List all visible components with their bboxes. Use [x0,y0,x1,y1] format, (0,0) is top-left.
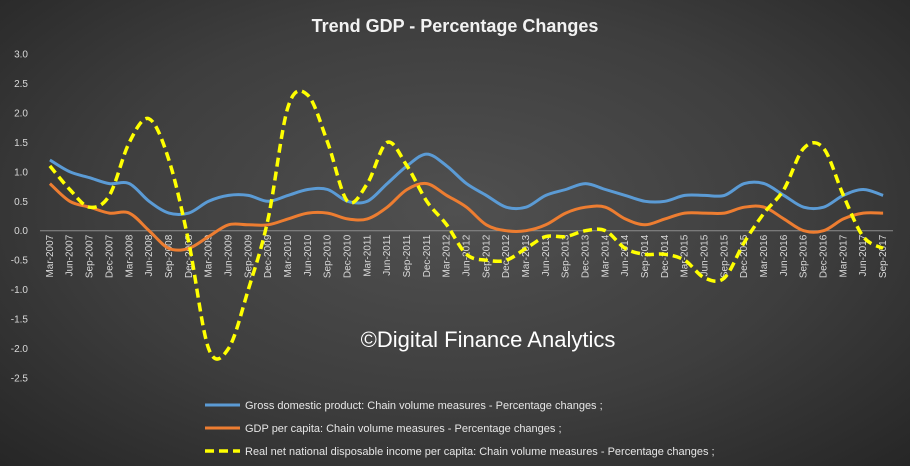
y-axis: 3.0 2.5 2.0 1.5 1.0 0.5 0.0 -0.5 -1.0 -1.5 -2.0 -2.… [11,50,29,385]
y-tick-label: 2.0 [14,108,28,119]
x-tick-label: Sep-2012 [481,234,492,278]
x-tick-label: Dec-2007 [104,234,115,278]
x-tick-label: Mar-2010 [283,234,294,277]
series-lines [48,89,885,361]
x-tick-label: Mar-2016 [759,234,770,277]
x-tick-label: Dec-2008 [184,234,195,278]
y-tick-label: 0.0 [14,226,28,237]
x-tick-label: Jun-2009 [223,234,234,276]
x-axis-labels: Mar-2007 Jun-2007 Sep-2007 Dec-2007 Mar-2008… [45,234,889,278]
legend-label-2: GDP per capita: Chain volume measures - … [245,423,562,435]
x-tick-label: Dec-2014 [660,234,671,278]
x-tick-label: Sep-2010 [323,234,334,278]
x-tick-label: Jun-2011 [382,234,393,275]
series-line-3 [48,89,885,361]
watermark: ©Digital Finance Analytics [361,327,616,352]
legend-label-3: Real net national disposable income per … [245,446,715,458]
y-tick-label: 0.5 [14,197,28,208]
legend: Gross domestic product: Chain volume mea… [205,400,715,458]
x-tick-label: Jun-2016 [779,234,790,276]
x-tick-label: Jun-2017 [858,234,869,276]
x-tick-label: Mar-2014 [600,234,611,277]
x-tick-label: Jun-2010 [303,234,314,276]
y-tick-label: -1.5 [11,315,29,326]
x-tick-label: Mar-2012 [442,234,453,277]
x-tick-label: Dec-2011 [422,234,433,277]
x-tick-label: Dec-2016 [819,234,830,278]
x-tick-label: Mar-2007 [45,234,56,277]
x-tick-label: Dec-2010 [342,234,353,278]
x-tick-label: Jun-2007 [65,234,76,276]
x-tick-label: Sep-2007 [85,234,96,278]
y-tick-label: -2.5 [11,374,29,385]
legend-label-1: Gross domestic product: Chain volume mea… [245,400,603,412]
x-tick-label: Dec-2012 [501,234,512,278]
y-tick-label: -1.0 [11,285,29,296]
x-tick-label: Jun-2008 [144,234,155,276]
x-tick-label: Sep-2017 [878,234,889,278]
x-tick-label: Sep-2016 [799,234,810,278]
x-tick-label: Mar-2011 [362,234,373,276]
x-tick-label: Dec-2015 [739,234,750,278]
x-tick-label: Jun-2015 [700,234,711,276]
x-tick-label: Mar-2015 [680,234,691,277]
x-tick-label: Jun-2014 [620,234,631,276]
y-tick-label: 1.5 [14,138,28,149]
y-tick-label: -0.5 [11,256,29,267]
x-tick-label: Sep-2014 [640,234,651,278]
x-tick-label: Dec-2013 [581,234,592,278]
x-tick-label: Dec-2009 [263,234,274,278]
x-tick-label: Sep-2011 [402,234,413,277]
y-tick-label: 2.5 [14,79,28,90]
x-tick-label: Sep-2015 [719,234,730,278]
x-tick-label: Sep-2013 [561,234,572,278]
x-tick-label: Mar-2017 [838,234,849,277]
x-tick-label: Mar-2009 [204,234,215,277]
x-tick-label: Mar-2008 [124,234,135,277]
chart-title: Trend GDP - Percentage Changes [312,16,599,36]
x-tick-label: Sep-2008 [164,234,175,278]
x-tick-label: Jun-2013 [541,234,552,276]
y-tick-label: 1.0 [14,167,28,178]
x-tick-label: Sep-2009 [243,234,254,278]
x-tick-label: Mar-2013 [521,234,532,277]
y-tick-label: -2.0 [11,344,29,355]
y-tick-label: 3.0 [14,50,28,61]
series-line-1 [49,152,884,217]
